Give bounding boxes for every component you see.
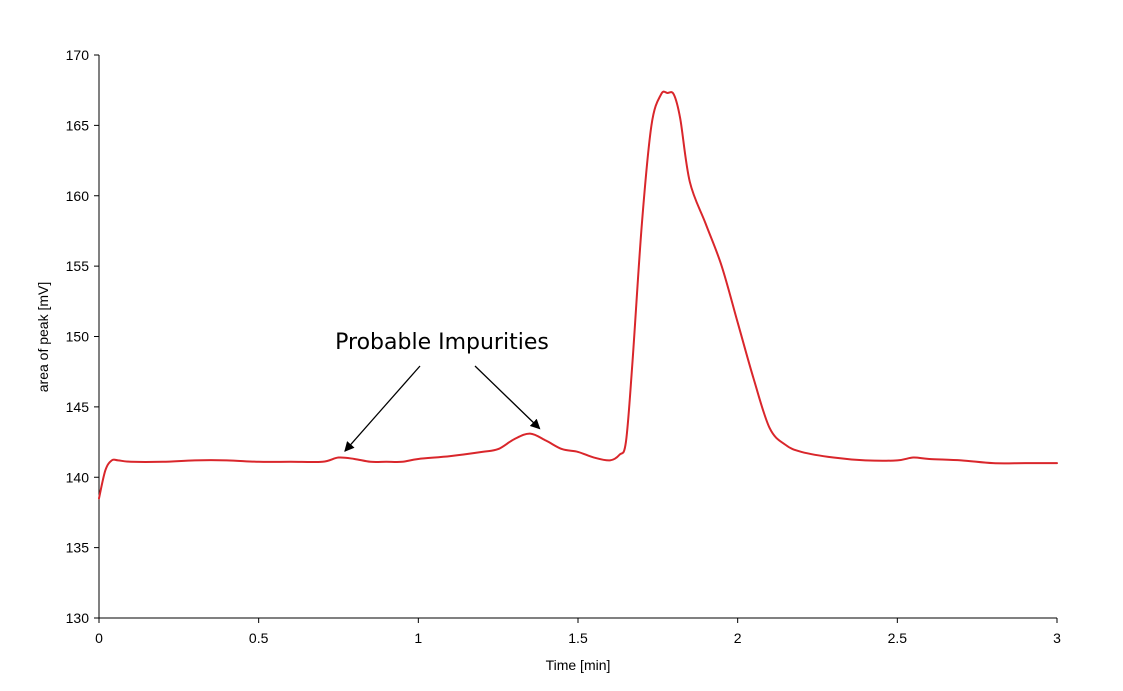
- y-tick-label: 140: [66, 469, 90, 485]
- axes: [98, 55, 1057, 619]
- x-axis-title: Time [min]: [546, 657, 611, 673]
- x-tick-label: 3: [1053, 630, 1061, 646]
- y-tick-label: 170: [66, 47, 90, 63]
- annotation-text: Probable Impurities: [335, 330, 549, 355]
- x-tick-label: 0: [95, 630, 103, 646]
- series-line: [98, 90, 1058, 500]
- x-tick-label: 0.5: [249, 630, 269, 646]
- y-axis-title: area of peak [mV]: [35, 282, 51, 393]
- y-tick-label: 130: [66, 610, 90, 626]
- y-tick-label: 145: [66, 399, 90, 415]
- annotation-arrow: [474, 365, 541, 430]
- y-tick-label: 150: [66, 329, 90, 345]
- y-tick-label: 135: [66, 540, 90, 556]
- x-tick-label: 1.5: [568, 630, 588, 646]
- annotation-arrow: [344, 365, 421, 452]
- y-tick-label: 155: [66, 258, 90, 274]
- x-tick-label: 2.5: [888, 630, 908, 646]
- x-axis-ticks: 0 0.5 1 1.5 2 2.5 3: [95, 618, 1061, 646]
- annotation-layer: Probable Impurities: [335, 330, 549, 452]
- series-layer: [98, 90, 1058, 500]
- x-tick-label: 2: [734, 630, 742, 646]
- y-tick-label: 160: [66, 188, 90, 204]
- x-tick-label: 1: [414, 630, 422, 646]
- y-tick-label: 165: [66, 117, 90, 133]
- y-axis-ticks: 130 135 140 145 150 155 160 165 170: [66, 47, 99, 626]
